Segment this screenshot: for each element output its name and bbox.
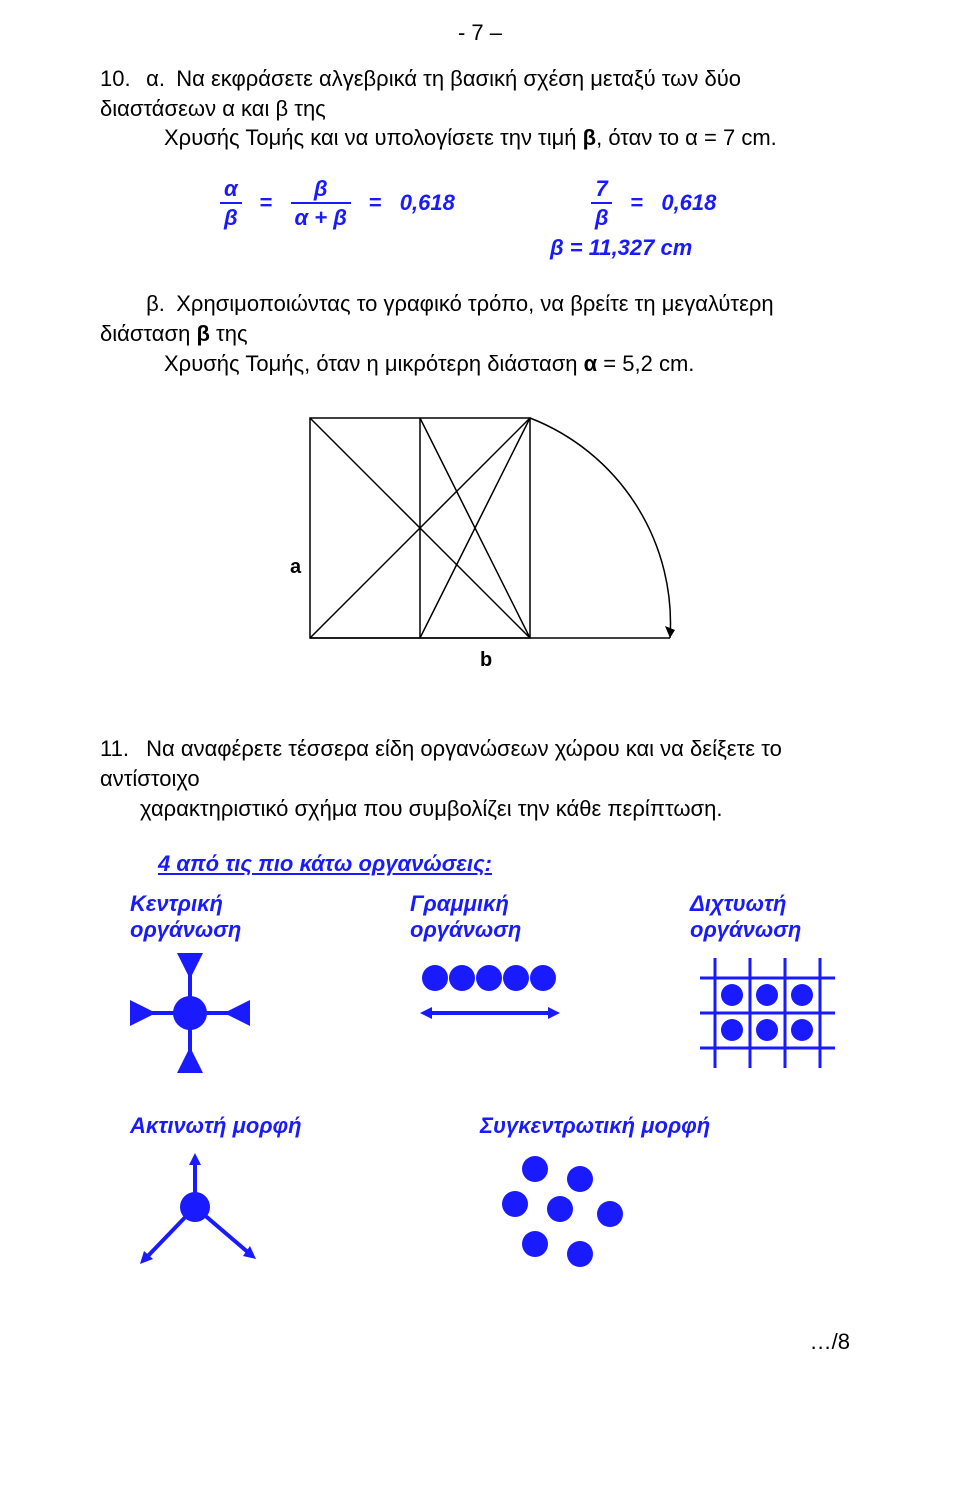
org-row-1: Κεντρική οργάνωση Γραμμική οργάνωση: [130, 891, 860, 1073]
question-10b: β. Χρησιμοποιώντας το γραφικό τρόπο, να …: [100, 289, 860, 378]
frac-1: α β: [220, 177, 242, 229]
q10a-sub: α.: [146, 64, 170, 94]
frac2-top: β: [310, 177, 332, 200]
org-linear-label: Γραμμική οργάνωση: [410, 891, 580, 943]
frac-3: 7 β: [591, 177, 613, 229]
frac1-top: α: [220, 177, 242, 200]
frac1-bot: β: [220, 206, 242, 229]
org-linear: Γραμμική οργάνωση: [410, 891, 580, 1073]
org-central: Κεντρική οργάνωση: [130, 891, 300, 1073]
page-footer: …/8: [100, 1329, 860, 1355]
q10b-sub: β.: [146, 289, 170, 319]
q10a-text2-pre: Χρυσής Τομής και να υπολογίσετε την τιμή: [164, 125, 583, 150]
org-linear-icon: [410, 953, 580, 1043]
frac2-bot: α + β: [291, 206, 351, 229]
eq-sign-2: =: [359, 190, 392, 216]
diagram-label-a: a: [290, 556, 302, 578]
q10-number: 10.: [100, 64, 140, 94]
q10b-text2-pre: Χρυσής Τομής, όταν η μικρότερη διάσταση: [164, 351, 584, 376]
q10b-bold-b: β: [196, 321, 209, 346]
org-central-label: Κεντρική οργάνωση: [130, 891, 300, 943]
frac3-top: 7: [592, 177, 612, 200]
org-cluster: Συγκεντρωτική μορφή: [480, 1113, 720, 1279]
org-grid-label: Διχτυωτή οργάνωση: [690, 891, 860, 943]
equation-result: β = 11,327 cm: [550, 235, 860, 261]
equation-row: α β = β α + β = 0,618 7 β = 0,618: [220, 177, 860, 229]
answer-heading: 4 από τις πιο κάτω οργανώσεις:: [158, 851, 860, 877]
q11-text2: χαρακτηριστικό σχήμα που συμβολίζει την …: [140, 796, 722, 821]
q10a-text2-post: , όταν το α = 7 cm.: [596, 125, 777, 150]
q10a-bold-b: β: [583, 125, 596, 150]
eq-sign-3: =: [620, 190, 653, 216]
q10b-bold-a: α: [584, 351, 598, 376]
page-header: - 7 –: [100, 20, 860, 46]
diagram-label-b: b: [480, 649, 492, 671]
q11-number: 11.: [100, 734, 140, 764]
eq-sign-1: =: [250, 190, 283, 216]
q10b-text2-post: = 5,2 cm.: [597, 351, 694, 376]
org-central-icon: [130, 953, 250, 1073]
q11-text1: Να αναφέρετε τέσσερα είδη οργανώσεων χώρ…: [100, 736, 782, 791]
org-grid-icon: [690, 953, 840, 1073]
golden-section-diagram: a b: [270, 408, 860, 708]
q10a-text1: Να εκφράσετε αλγεβρικά τη βασική σχέση μ…: [100, 66, 741, 121]
org-cluster-label: Συγκεντρωτική μορφή: [480, 1113, 720, 1139]
org-cluster-icon: [480, 1149, 650, 1279]
frac3-bot: β: [591, 206, 613, 229]
eq-val2: 0,618: [661, 190, 716, 216]
question-10a: 10. α. Να εκφράσετε αλγεβρικά τη βασική …: [100, 64, 860, 153]
org-radial-icon: [130, 1149, 280, 1279]
org-radial-label: Ακτινωτή μορφή: [130, 1113, 340, 1139]
org-grid: Διχτυωτή οργάνωση: [690, 891, 860, 1073]
org-row-2: Ακτινωτή μορφή Συγκεντρωτική μορφή: [130, 1113, 860, 1279]
frac-2: β α + β: [291, 177, 351, 229]
eq-val1: 0,618: [400, 190, 455, 216]
question-11: 11. Να αναφέρετε τέσσερα είδη οργανώσεων…: [100, 734, 860, 823]
blank-num: [100, 289, 140, 319]
org-radial: Ακτινωτή μορφή: [130, 1113, 340, 1279]
q10b-text1-post: της: [210, 321, 248, 346]
